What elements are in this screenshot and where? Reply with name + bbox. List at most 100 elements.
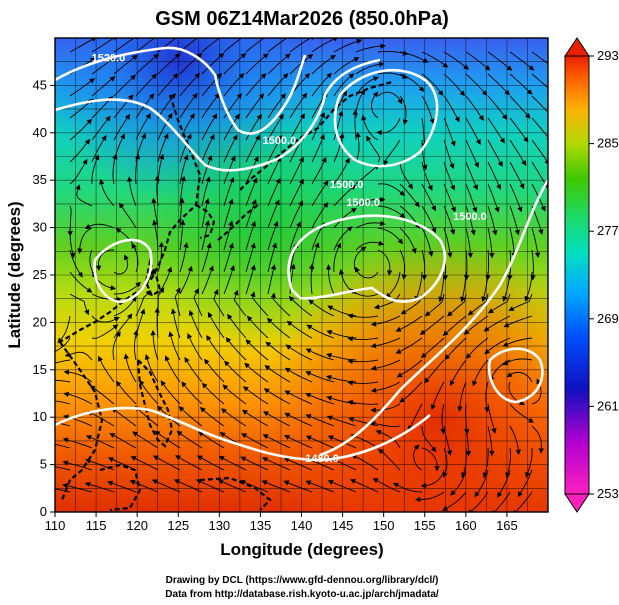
- colorbar: 293 285 277 269 261 253: [564, 37, 619, 513]
- streamline: [311, 133, 325, 163]
- streamline: [188, 309, 203, 339]
- streamline: [311, 180, 329, 207]
- streamline: [233, 289, 247, 317]
- contour-1500-north: [55, 58, 381, 172]
- streamline: [370, 381, 401, 393]
- streamline: [385, 271, 401, 299]
- streamline: [283, 457, 313, 471]
- streamline: [223, 265, 235, 295]
- streamline: [347, 358, 379, 365]
- x-tick-label: 110: [45, 518, 66, 533]
- streamline: [181, 381, 203, 405]
- y-tick-label: 15: [33, 362, 47, 377]
- streamline: [306, 324, 335, 339]
- streamline: [421, 249, 428, 281]
- streamline: [134, 153, 141, 185]
- streamline: [286, 320, 313, 339]
- streamline: [267, 220, 279, 251]
- streamline: [487, 73, 510, 96]
- streamline: [487, 95, 508, 120]
- streamline: [179, 38, 205, 53]
- coastline-indochina: [59, 341, 104, 501]
- streamline: [57, 315, 71, 344]
- coastline: [59, 80, 393, 512]
- streamline: [157, 53, 181, 75]
- streamline: [289, 263, 296, 295]
- streamline: [509, 425, 521, 456]
- streamline: [218, 456, 247, 471]
- streamline: [173, 479, 203, 493]
- streamline: [175, 455, 203, 471]
- streamline: [223, 38, 249, 53]
- streamline: [263, 411, 291, 427]
- streamline: [62, 460, 93, 471]
- colorbar-tick-label: 253: [597, 486, 619, 501]
- streamline: [99, 178, 115, 207]
- streamline: [474, 469, 489, 498]
- streamline: [350, 434, 379, 449]
- streamline: [262, 457, 291, 471]
- streamline: [201, 38, 227, 53]
- streamline: [135, 53, 160, 75]
- streamline: [267, 134, 283, 163]
- streamline: [509, 205, 521, 236]
- streamline: [225, 336, 247, 361]
- streamline: [250, 291, 269, 317]
- streamline: [524, 271, 533, 302]
- streamline: [267, 53, 291, 75]
- streamline: [245, 134, 261, 163]
- streamline: [467, 293, 489, 316]
- streamline: [419, 315, 445, 335]
- streamline: [176, 430, 203, 449]
- streamline: [245, 264, 256, 295]
- y-tick-label: 45: [33, 77, 47, 92]
- streamline: [289, 92, 308, 119]
- streamline: [333, 73, 355, 97]
- streamline: [305, 392, 335, 405]
- y-tick-label: 20: [33, 314, 47, 329]
- streamline: [442, 315, 467, 336]
- streamline: [77, 227, 93, 254]
- streamline: [333, 38, 363, 53]
- streamline: [261, 480, 291, 493]
- streamline: [353, 246, 367, 273]
- streamline: [399, 183, 420, 208]
- streamline: [69, 98, 94, 119]
- streamline: [201, 133, 215, 163]
- streamline: [438, 271, 445, 303]
- streamline: [370, 315, 401, 327]
- streamline: [69, 158, 88, 185]
- streamline: [62, 437, 93, 449]
- streamline: [442, 491, 467, 511]
- streamline: [245, 177, 258, 207]
- streamline: [509, 139, 527, 166]
- streamline: [198, 431, 225, 449]
- y-tick-label: 35: [33, 172, 47, 187]
- streamline: [376, 117, 401, 136]
- streamline: [245, 38, 271, 53]
- streamline: [311, 38, 339, 53]
- streamline: [420, 337, 445, 359]
- streamline: [467, 491, 489, 512]
- streamline: [413, 444, 423, 471]
- streamline: [178, 406, 203, 427]
- streamline: [109, 433, 137, 449]
- streamline: [424, 359, 445, 384]
- streamline: [267, 264, 277, 295]
- streamline: [179, 219, 186, 251]
- streamline: [284, 367, 313, 383]
- x-tick-label: 165: [496, 518, 518, 533]
- contour-1480: [55, 406, 431, 462]
- x-tick-label: 120: [126, 518, 148, 533]
- streamline: [311, 54, 336, 75]
- streamline: [223, 72, 245, 97]
- x-axis-ticks: 110 115 120 125 130 135 140 145 150 155 160 165: [45, 512, 518, 533]
- streamline: [55, 443, 71, 449]
- streamline: [395, 337, 423, 354]
- streamline: [443, 161, 456, 191]
- streamline: [245, 53, 269, 75]
- streamline: [483, 315, 511, 332]
- streamline: [377, 183, 406, 196]
- streamline: [201, 92, 220, 119]
- streamline: [206, 335, 225, 361]
